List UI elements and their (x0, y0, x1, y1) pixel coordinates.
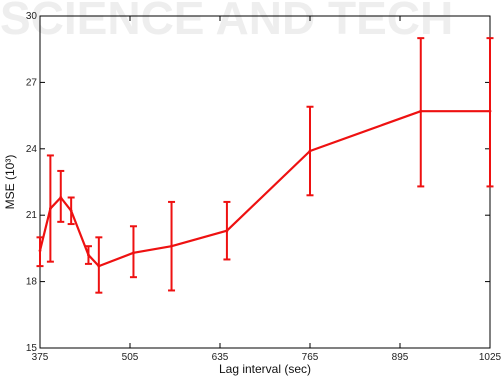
data-point (225, 229, 229, 233)
y-axis-title: MSE (10³) (3, 155, 17, 210)
y-tick-label: 18 (26, 277, 38, 288)
data-point (308, 149, 312, 153)
x-tick-label: 375 (32, 352, 49, 363)
data-point (419, 109, 423, 113)
plot-area-frame (39, 15, 491, 349)
data-point (38, 249, 42, 253)
y-tick-label: 30 (26, 11, 38, 22)
data-point (48, 207, 52, 210)
watermark-text: SCIENCE AND TECH (0, 0, 453, 44)
x-tick-label: 505 (122, 352, 139, 363)
chart-marks: 375 505 635 765 895 1025 15 18 21 24 27 30 (26, 11, 502, 363)
data-point (97, 264, 101, 268)
y-tick-label: 27 (26, 77, 38, 88)
x-tick-label: 635 (212, 352, 229, 363)
data-point (170, 244, 173, 248)
data-point (132, 251, 135, 255)
x-tick-label: 1025 (479, 352, 502, 363)
x-tick-label: 895 (392, 352, 409, 363)
y-tick-label: 15 (26, 343, 38, 354)
y-tick-label: 21 (26, 210, 38, 221)
x-tick-label: 765 (302, 352, 319, 363)
x-axis-title: Lag interval (sec) (219, 362, 311, 376)
series-line (38, 110, 490, 268)
data-point (87, 253, 90, 257)
data-point (488, 109, 492, 113)
data-point (59, 196, 63, 199)
y-tick-label: 24 (26, 144, 38, 155)
data-point (69, 209, 73, 213)
